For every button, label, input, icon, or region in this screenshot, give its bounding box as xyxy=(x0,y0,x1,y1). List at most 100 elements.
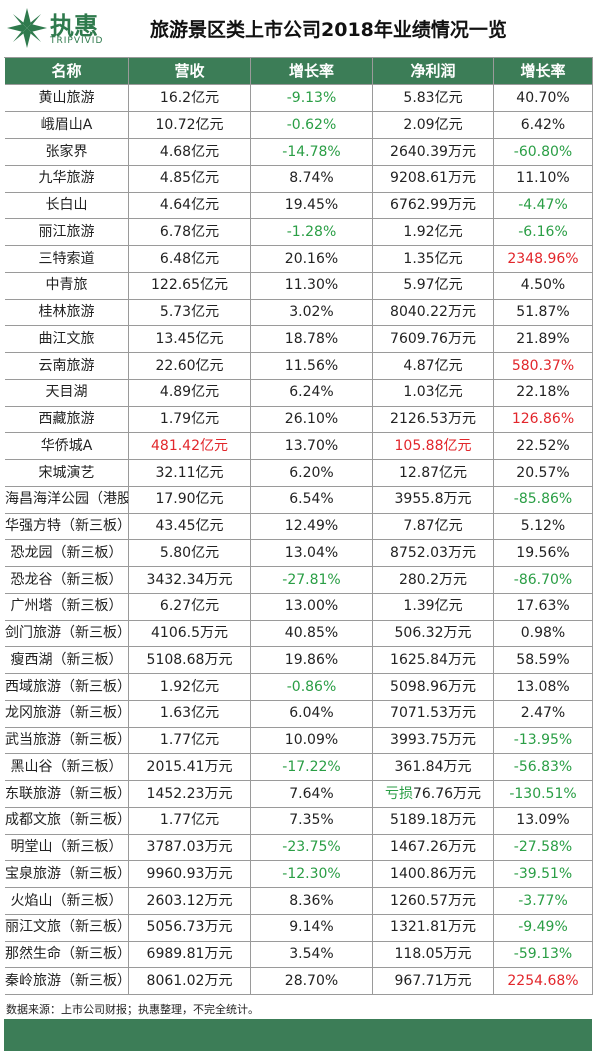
company-name: 西藏旅游 xyxy=(5,406,129,434)
table-cell: 43.45亿元 xyxy=(129,513,251,541)
table-cell: 11.56% xyxy=(251,352,373,380)
table-cell: -13.95% xyxy=(494,727,593,755)
company-name: 曲江文旅 xyxy=(5,325,129,353)
table-cell: 2126.53万元 xyxy=(373,406,494,434)
table-cell: 26.10% xyxy=(251,406,373,434)
company-name: 广州塔（新三板） xyxy=(5,593,129,621)
table-cell: 13.45亿元 xyxy=(129,325,251,353)
table-cell: 13.00% xyxy=(251,593,373,621)
table-cell: 1.92亿元 xyxy=(129,673,251,701)
table-cell: 105.88亿元 xyxy=(373,432,494,460)
table-cell: 13.70% xyxy=(251,432,373,460)
table-cell: 9960.93万元 xyxy=(129,860,251,888)
company-name: 海昌海洋公园（港股） xyxy=(5,486,129,514)
company-name: 峨眉山A xyxy=(5,111,129,139)
table-cell: 40.70% xyxy=(494,85,593,113)
table-cell: 3.02% xyxy=(251,299,373,327)
company-name: 桂林旅游 xyxy=(5,299,129,327)
table-cell: 7.35% xyxy=(251,807,373,835)
company-name: 秦岭旅游（新三板） xyxy=(5,967,129,995)
table-cell: 3.54% xyxy=(251,941,373,969)
table-cell: 6.78亿元 xyxy=(129,218,251,246)
column-header: 名称 xyxy=(5,58,129,85)
company-name: 丽江旅游 xyxy=(5,218,129,246)
table-cell: 5098.96万元 xyxy=(373,673,494,701)
table-cell: 7071.53万元 xyxy=(373,700,494,728)
table-cell: 17.90亿元 xyxy=(129,486,251,514)
table-cell: 580.37% xyxy=(494,352,593,380)
table-cell: -12.30% xyxy=(251,860,373,888)
company-name: 张家界 xyxy=(5,138,129,166)
company-name: 明堂山（新三板） xyxy=(5,834,129,862)
table-cell: 8.74% xyxy=(251,165,373,193)
table-cell: 1467.26万元 xyxy=(373,834,494,862)
table-cell: 1625.84万元 xyxy=(373,646,494,674)
table-cell: 1.92亿元 xyxy=(373,218,494,246)
company-name: 成都文旅（新三板） xyxy=(5,807,129,835)
table-cell: 118.05万元 xyxy=(373,941,494,969)
table-cell: 1321.81万元 xyxy=(373,914,494,942)
table-cell: -59.13% xyxy=(494,941,593,969)
table-cell: 13.09% xyxy=(494,807,593,835)
table-cell: 2254.68% xyxy=(494,967,593,995)
table-cell: 58.59% xyxy=(494,646,593,674)
company-name: 三特索道 xyxy=(5,245,129,273)
table-cell: 13.08% xyxy=(494,673,593,701)
cell-part: 亏损 xyxy=(384,785,413,802)
brand: 执惠 xyxy=(50,12,98,40)
table-cell: 28.70% xyxy=(251,967,373,995)
table-cell: 22.18% xyxy=(494,379,593,407)
table-cell: 1400.86万元 xyxy=(373,860,494,888)
table-cell: 12.49% xyxy=(251,513,373,541)
column-header: 营收 xyxy=(129,58,251,85)
table-cell: 4.68亿元 xyxy=(129,138,251,166)
table-cell: 8061.02万元 xyxy=(129,967,251,995)
table-cell: 5108.68万元 xyxy=(129,646,251,674)
table-cell: 481.42亿元 xyxy=(129,432,251,460)
company-name: 武当旅游（新三板） xyxy=(5,727,129,755)
table-cell: 5.73亿元 xyxy=(129,299,251,327)
table-cell: 20.16% xyxy=(251,245,373,273)
cell-part: 76.76万元 xyxy=(412,785,482,802)
table-cell: 6.24% xyxy=(251,379,373,407)
table-cell: 21.89% xyxy=(494,325,593,353)
table-cell: -9.49% xyxy=(494,914,593,942)
table: 名称 营收 增长率 净利润 增长率 黄山旅游 16.2亿元 -9.13% 5.83亿元 40.70… xyxy=(4,57,593,995)
footer-bar xyxy=(4,1019,592,1051)
table-cell: 4.89亿元 xyxy=(129,379,251,407)
table-cell: 5.12% xyxy=(494,513,593,541)
table-cell: 1260.57万元 xyxy=(373,887,494,915)
table-cell: 17.63% xyxy=(494,593,593,621)
table-cell: 6762.99万元 xyxy=(373,192,494,220)
company-name: 黄山旅游 xyxy=(5,85,129,113)
table-cell: 1452.23万元 xyxy=(129,780,251,808)
table-cell: 2348.96% xyxy=(494,245,593,273)
table-cell: 10.72亿元 xyxy=(129,111,251,139)
table-cell: -4.47% xyxy=(494,192,593,220)
table-cell: 6.04% xyxy=(251,700,373,728)
company-name: 华侨城A xyxy=(5,432,129,460)
table-cell: 11.10% xyxy=(494,165,593,193)
table-cell: 22.52% xyxy=(494,432,593,460)
table-cell: 11.30% xyxy=(251,272,373,300)
table-cell: 361.84万元 xyxy=(373,753,494,781)
table-cell: 19.86% xyxy=(251,646,373,674)
table-cell: 122.65亿元 xyxy=(129,272,251,300)
table-cell: 1.39亿元 xyxy=(373,593,494,621)
table-cell: -130.51% xyxy=(494,780,593,808)
company-name: 恐龙园（新三板） xyxy=(5,539,129,567)
table-cell: -0.62% xyxy=(251,111,373,139)
company-name: 东联旅游（新三板） xyxy=(5,780,129,808)
table-cell: 9.14% xyxy=(251,914,373,942)
table-cell: 4.64亿元 xyxy=(129,192,251,220)
table-cell: 0.98% xyxy=(494,620,593,648)
table-cell: 280.2万元 xyxy=(373,566,494,594)
company-name: 龙冈旅游（新三板） xyxy=(5,700,129,728)
table-cell: 2.09亿元 xyxy=(373,111,494,139)
table-cell: 8040.22万元 xyxy=(373,299,494,327)
logo-icon xyxy=(7,8,47,48)
table-cell: -9.13% xyxy=(251,85,373,113)
table-cell: 6.54% xyxy=(251,486,373,514)
table-cell: -1.28% xyxy=(251,218,373,246)
table-cell: -86.70% xyxy=(494,566,593,594)
